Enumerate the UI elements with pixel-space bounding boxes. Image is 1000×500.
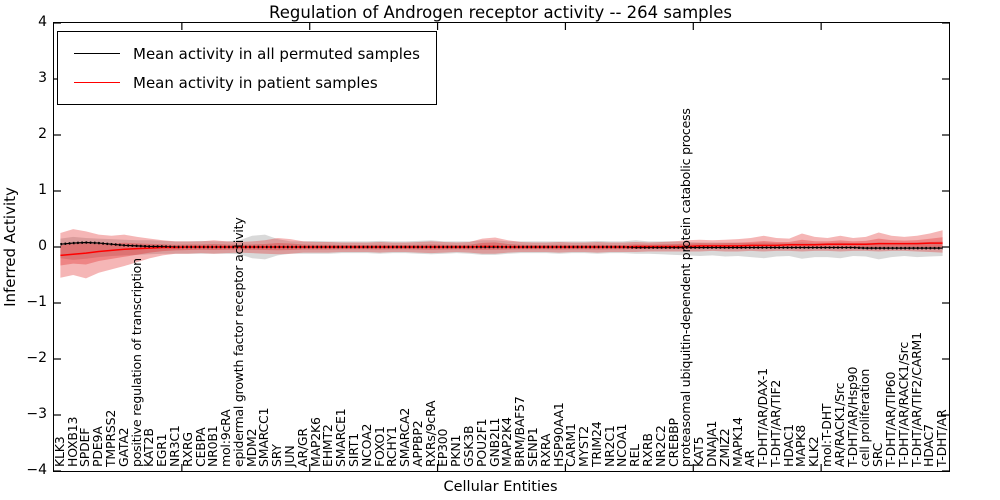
x-tick-label: T-DHT/AR: [934, 409, 950, 467]
x-tick-label: T-DHT/AR/TIP60: [882, 371, 898, 467]
y-tick-label: 3: [38, 70, 47, 86]
y-tick-label: 4: [38, 14, 47, 30]
y-tick-label: −1: [26, 294, 47, 310]
x-tick-label: NCOA2: [358, 423, 374, 467]
x-tick-label: POU2F1: [473, 418, 489, 467]
y-tick-label: −4: [26, 462, 47, 478]
x-tick-label: T-DHT/AR/TIF2: [767, 379, 783, 467]
x-tick-label: ZMIZ2: [716, 428, 732, 467]
x-tick-label: SENP1: [524, 427, 540, 467]
patient-outer-band: [60, 229, 943, 279]
y-tick-label: 0: [38, 238, 47, 254]
x-tick-label: TRIM24: [588, 421, 604, 468]
x-tick-label: NR2C2: [652, 425, 668, 467]
x-tick-label: NR3C1: [166, 425, 182, 467]
legend: Mean activity in all permuted samples Me…: [57, 31, 437, 105]
legend-row-patient: Mean activity in patient samples: [74, 68, 420, 97]
y-tick-label: −2: [26, 350, 47, 366]
x-tick-label: AR/GR: [294, 428, 310, 467]
x-tick-label: APPBP2: [409, 420, 425, 468]
patient-line-swatch: [74, 82, 120, 83]
y-tick-label: 1: [38, 182, 47, 198]
x-tick-label: T-DHT/AR/RACK1/Src: [895, 342, 911, 467]
y-tick-label: −3: [26, 406, 47, 422]
permuted-mean-markers: [60, 241, 943, 250]
y-tick-label: 2: [38, 126, 47, 142]
x-tick-label: epidermal growth factor receptor activit…: [230, 217, 246, 467]
patient-inner-band: [60, 237, 943, 266]
x-tick-label: GATA2: [115, 427, 131, 467]
x-tick-label: RXRA: [537, 433, 553, 467]
x-tick-label: RXRG: [179, 432, 195, 467]
legend-label-patient: Mean activity in patient samples: [133, 73, 378, 92]
x-tick-label: SIRT1: [345, 433, 361, 467]
x-axis-label: Cellular Entities: [443, 479, 558, 495]
x-tick-label: AR/RACK1/Src: [831, 382, 847, 467]
legend-label-permuted: Mean activity in all permuted samples: [133, 44, 420, 63]
permuted-line-swatch: [74, 53, 120, 54]
x-tick-label: DNAJA1: [703, 420, 719, 467]
x-tick-label: proteasomal ubiquitin-dependent protein …: [678, 108, 694, 467]
chart-title: Regulation of Androgen receptor activity…: [269, 3, 732, 22]
plot-canvas: [54, 23, 949, 471]
legend-row-permuted: Mean activity in all permuted samples: [74, 39, 420, 68]
x-tick-label: KLK3: [51, 436, 67, 467]
